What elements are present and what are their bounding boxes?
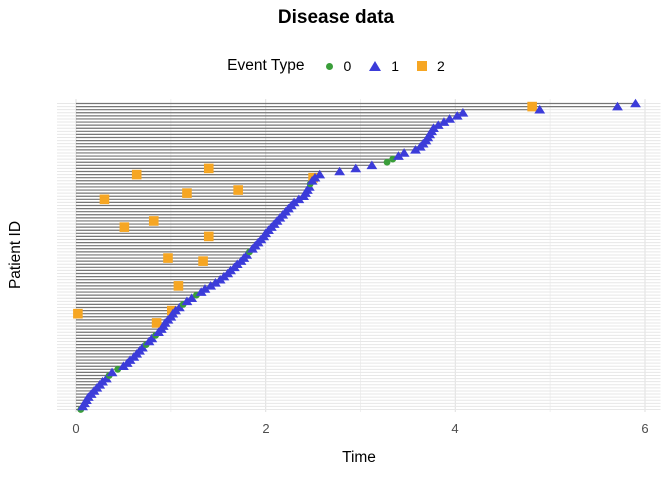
event1-triangle-marker <box>288 197 300 207</box>
event1-triangle-marker <box>186 293 198 303</box>
event1-triangle-marker <box>241 250 253 259</box>
legend-item-label: 1 <box>391 58 400 74</box>
x-tick-label-0: 0 <box>72 421 80 436</box>
legend: Event Type 0 1 2 <box>0 53 672 79</box>
chart-title: Disease data <box>277 7 395 28</box>
event1-triangle-marker <box>630 98 641 108</box>
event1-triangle-marker <box>293 194 305 204</box>
event1-triangle-marker <box>106 367 118 377</box>
event1-triangle-marker <box>309 172 321 182</box>
event2-square-marker <box>99 194 110 205</box>
event2-square-marker <box>119 222 130 232</box>
event1-triangle-marker <box>100 373 112 383</box>
event1-triangle-marker <box>173 302 185 312</box>
event1-triangle-marker <box>451 111 463 120</box>
legend-triangle-icon <box>369 61 382 71</box>
x-tick-label-4: 4 <box>451 421 459 436</box>
x-tick-label-2: 2 <box>262 421 270 436</box>
event1-triangle-marker <box>199 284 211 293</box>
legend-item-label: 0 <box>343 58 352 74</box>
event2-square-marker <box>198 256 208 266</box>
event2-square-marker <box>151 318 162 328</box>
event1-triangle-marker <box>181 296 193 306</box>
legend-item-event-1: 1 <box>369 58 399 74</box>
event1-triangle-marker <box>457 107 469 117</box>
event1-triangle-marker <box>393 151 404 160</box>
event1-triangle-marker <box>428 123 439 133</box>
event1-triangle-marker <box>210 277 221 287</box>
event1-triangle-marker <box>438 117 450 126</box>
event2-square-marker <box>148 216 159 226</box>
legend-square-icon <box>417 61 428 71</box>
event1-triangle-marker <box>612 101 623 111</box>
patient-segments <box>76 102 636 411</box>
event0-circle-marker <box>389 155 397 163</box>
event0-circle-marker <box>114 365 122 373</box>
legend-item-event-2: 2 <box>417 58 445 74</box>
event2-square-marker <box>203 163 214 174</box>
legend-title: Event Type <box>227 57 305 74</box>
event0-circle-marker <box>383 158 391 166</box>
legend-circle-icon <box>326 62 334 70</box>
x-axis-label: Time <box>342 449 376 466</box>
event1-triangle-marker <box>314 169 326 179</box>
event1-triangle-marker <box>350 163 362 173</box>
y-axis-label: Patient ID <box>7 220 24 290</box>
event1-triangle-marker <box>398 148 410 157</box>
legend-item-label: 2 <box>437 58 445 74</box>
x-tick-label-6: 6 <box>641 421 649 436</box>
event1-triangle-marker <box>534 104 546 114</box>
event1-triangle-marker <box>205 281 217 290</box>
event1-triangle-marker <box>410 145 421 154</box>
event1-triangle-marker <box>334 166 346 176</box>
event2-square-marker <box>203 231 214 242</box>
event2-square-marker <box>73 308 83 319</box>
event2-square-marker <box>131 169 142 180</box>
event1-triangle-marker <box>146 333 158 343</box>
event1-triangle-marker <box>366 160 378 170</box>
event1-triangle-marker <box>432 120 444 129</box>
event1-triangle-marker <box>136 342 148 352</box>
event2-square-marker <box>163 253 173 263</box>
event2-square-marker <box>182 188 192 198</box>
legend-item-event-0: 0 <box>326 58 351 74</box>
event2-square-marker <box>233 185 243 195</box>
event1-triangle-marker <box>444 114 456 123</box>
event2-square-marker <box>527 101 537 112</box>
end-markers <box>77 98 641 413</box>
type2-markers <box>73 101 537 328</box>
event2-square-marker <box>173 281 184 291</box>
